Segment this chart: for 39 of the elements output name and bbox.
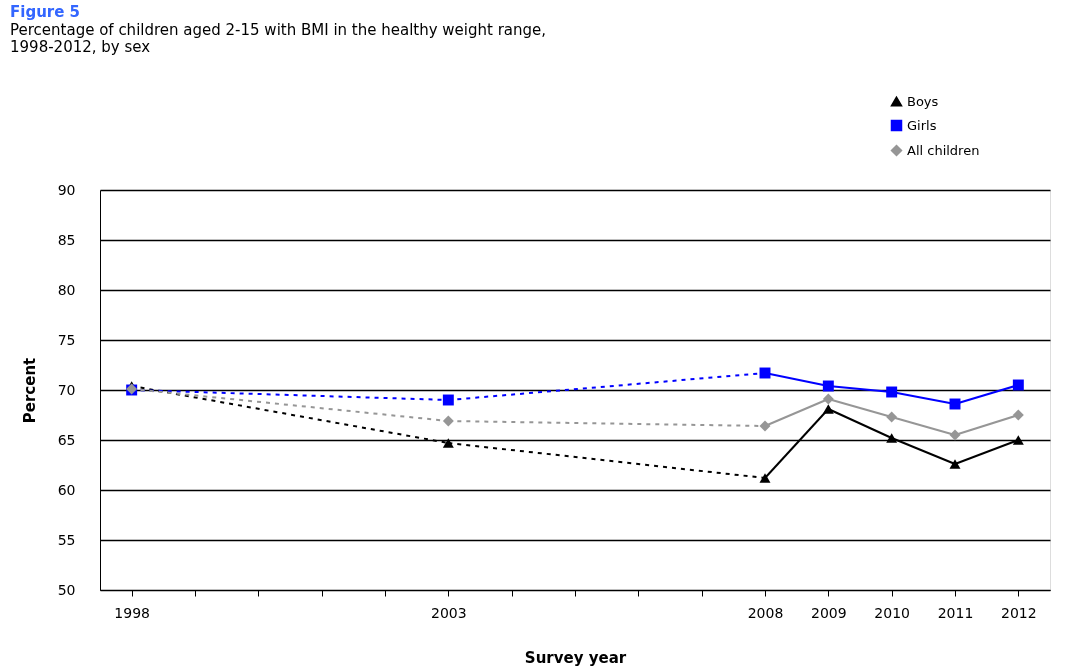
x-tick-label: 2009	[811, 604, 847, 621]
x-tick-label: 2003	[431, 604, 467, 621]
point	[442, 438, 454, 448]
y-tick-label: 75	[57, 331, 76, 348]
point	[442, 415, 454, 427]
x-tick-label: 2010	[874, 604, 910, 621]
x-tick-label: 1998	[114, 604, 150, 621]
chart-title: Figure 5	[10, 3, 81, 21]
point	[759, 473, 771, 483]
y-tick-label: 90	[57, 181, 76, 198]
x-tick-label: 2012	[1001, 604, 1037, 621]
point	[822, 393, 834, 405]
point	[1012, 435, 1024, 445]
y-tick-label: 80	[57, 281, 76, 298]
legend-label: Girls	[907, 117, 937, 133]
point	[949, 429, 961, 441]
y-tick-label: 65	[57, 431, 76, 448]
point	[759, 420, 771, 432]
x-axis-title: Survey year	[524, 648, 627, 667]
x-tick-label: 2008	[747, 604, 784, 621]
point	[886, 411, 898, 423]
y-tick-label: 85	[57, 231, 76, 248]
point	[886, 386, 898, 398]
legend-label: Boys	[907, 93, 939, 109]
y-tick-label: 55	[57, 531, 76, 548]
point	[822, 380, 834, 392]
y-tick-label: 70	[57, 381, 76, 398]
point	[1012, 409, 1024, 421]
point	[886, 433, 898, 443]
x-tick-label: 2011	[937, 604, 974, 621]
y-tick-label: 60	[57, 481, 76, 498]
point	[1012, 379, 1024, 391]
point	[822, 404, 834, 414]
y-axis-title: Percent	[20, 357, 39, 424]
chart-subtitle: Percentage of children aged 2-15 with BMI in the healthy weight range, 1998-2012, by sex	[10, 21, 547, 56]
y-tick-label: 50	[57, 581, 76, 598]
point	[442, 394, 454, 406]
point	[949, 459, 961, 469]
legend-label: All children	[907, 142, 980, 158]
